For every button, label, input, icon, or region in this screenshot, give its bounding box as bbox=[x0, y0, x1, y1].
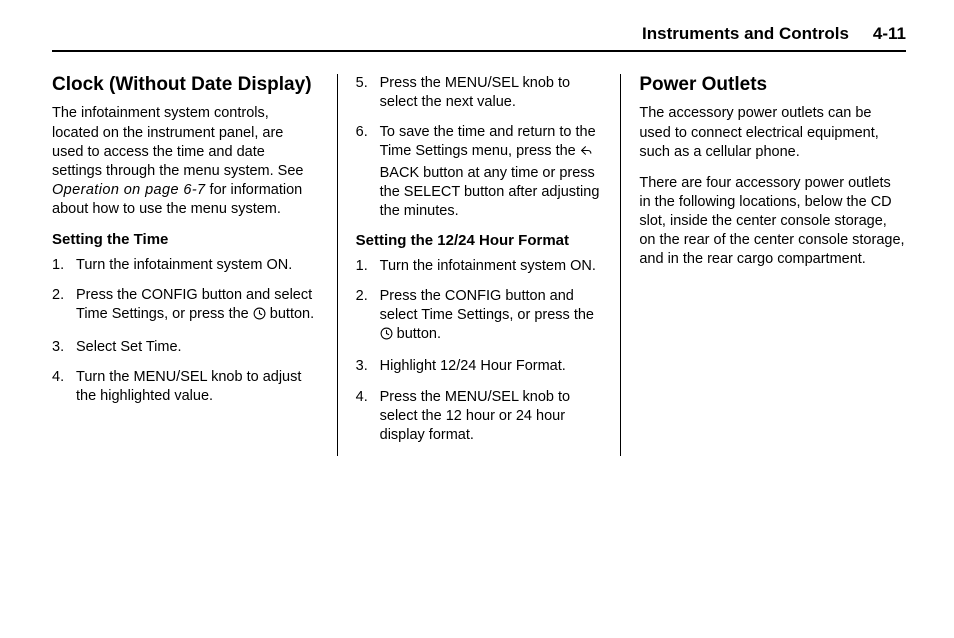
step-item: Turn the infotainment system ON. bbox=[52, 256, 319, 275]
clock-icon bbox=[253, 307, 266, 326]
section-heading-clock: Clock (Without Date Display) bbox=[52, 74, 319, 96]
intro-text-before: The infotainment system controls, locate… bbox=[52, 105, 303, 178]
step-item: Press the CONFIG button and select Time … bbox=[356, 287, 603, 346]
running-header: Instruments and Controls 4-11 bbox=[52, 24, 906, 44]
column-2: Press the MENU/SEL knob to select the ne… bbox=[337, 74, 622, 456]
intro-paragraph: The infotainment system controls, locate… bbox=[52, 104, 319, 219]
section-heading-power-outlets: Power Outlets bbox=[639, 74, 906, 96]
manual-page: Instruments and Controls 4-11 Clock (Wit… bbox=[0, 0, 954, 480]
intro-cross-ref: Operation on page 6-7 bbox=[52, 182, 206, 198]
column-3: Power Outlets The accessory power outlet… bbox=[621, 74, 906, 456]
steps-setting-time: Turn the infotainment system ON. Press th… bbox=[52, 256, 319, 406]
chapter-title: Instruments and Controls bbox=[642, 24, 849, 44]
clock-icon bbox=[380, 327, 393, 346]
step-item: Select Set Time. bbox=[52, 338, 319, 357]
subhead-1224-format: Setting the 12/24 Hour Format bbox=[356, 232, 603, 249]
header-rule bbox=[52, 50, 906, 52]
step-item: Press the CONFIG button and select Time … bbox=[52, 286, 319, 326]
step-item: Press the MENU/SEL knob to select the 12… bbox=[356, 388, 603, 445]
power-outlets-p2: There are four accessory power outlets i… bbox=[639, 174, 906, 270]
steps-1224-format: Turn the infotainment system ON. Press th… bbox=[356, 257, 603, 445]
step-item: Press the MENU/SEL knob to select the ne… bbox=[356, 74, 603, 112]
back-icon bbox=[580, 144, 593, 163]
column-1: Clock (Without Date Display) The infotai… bbox=[52, 74, 337, 456]
step-item: To save the time and return to the Time … bbox=[356, 123, 603, 221]
power-outlets-p1: The accessory power outlets can be used … bbox=[639, 104, 906, 161]
page-number: 4-11 bbox=[873, 24, 906, 44]
step-item: Highlight 12/24 Hour Format. bbox=[356, 357, 603, 376]
step-item: Turn the MENU/SEL knob to adjust the hig… bbox=[52, 368, 319, 406]
step-item: Turn the infotainment system ON. bbox=[356, 257, 603, 276]
columns: Clock (Without Date Display) The infotai… bbox=[52, 74, 906, 456]
steps-setting-time-cont: Press the MENU/SEL knob to select the ne… bbox=[356, 74, 603, 221]
subhead-setting-time: Setting the Time bbox=[52, 231, 319, 248]
